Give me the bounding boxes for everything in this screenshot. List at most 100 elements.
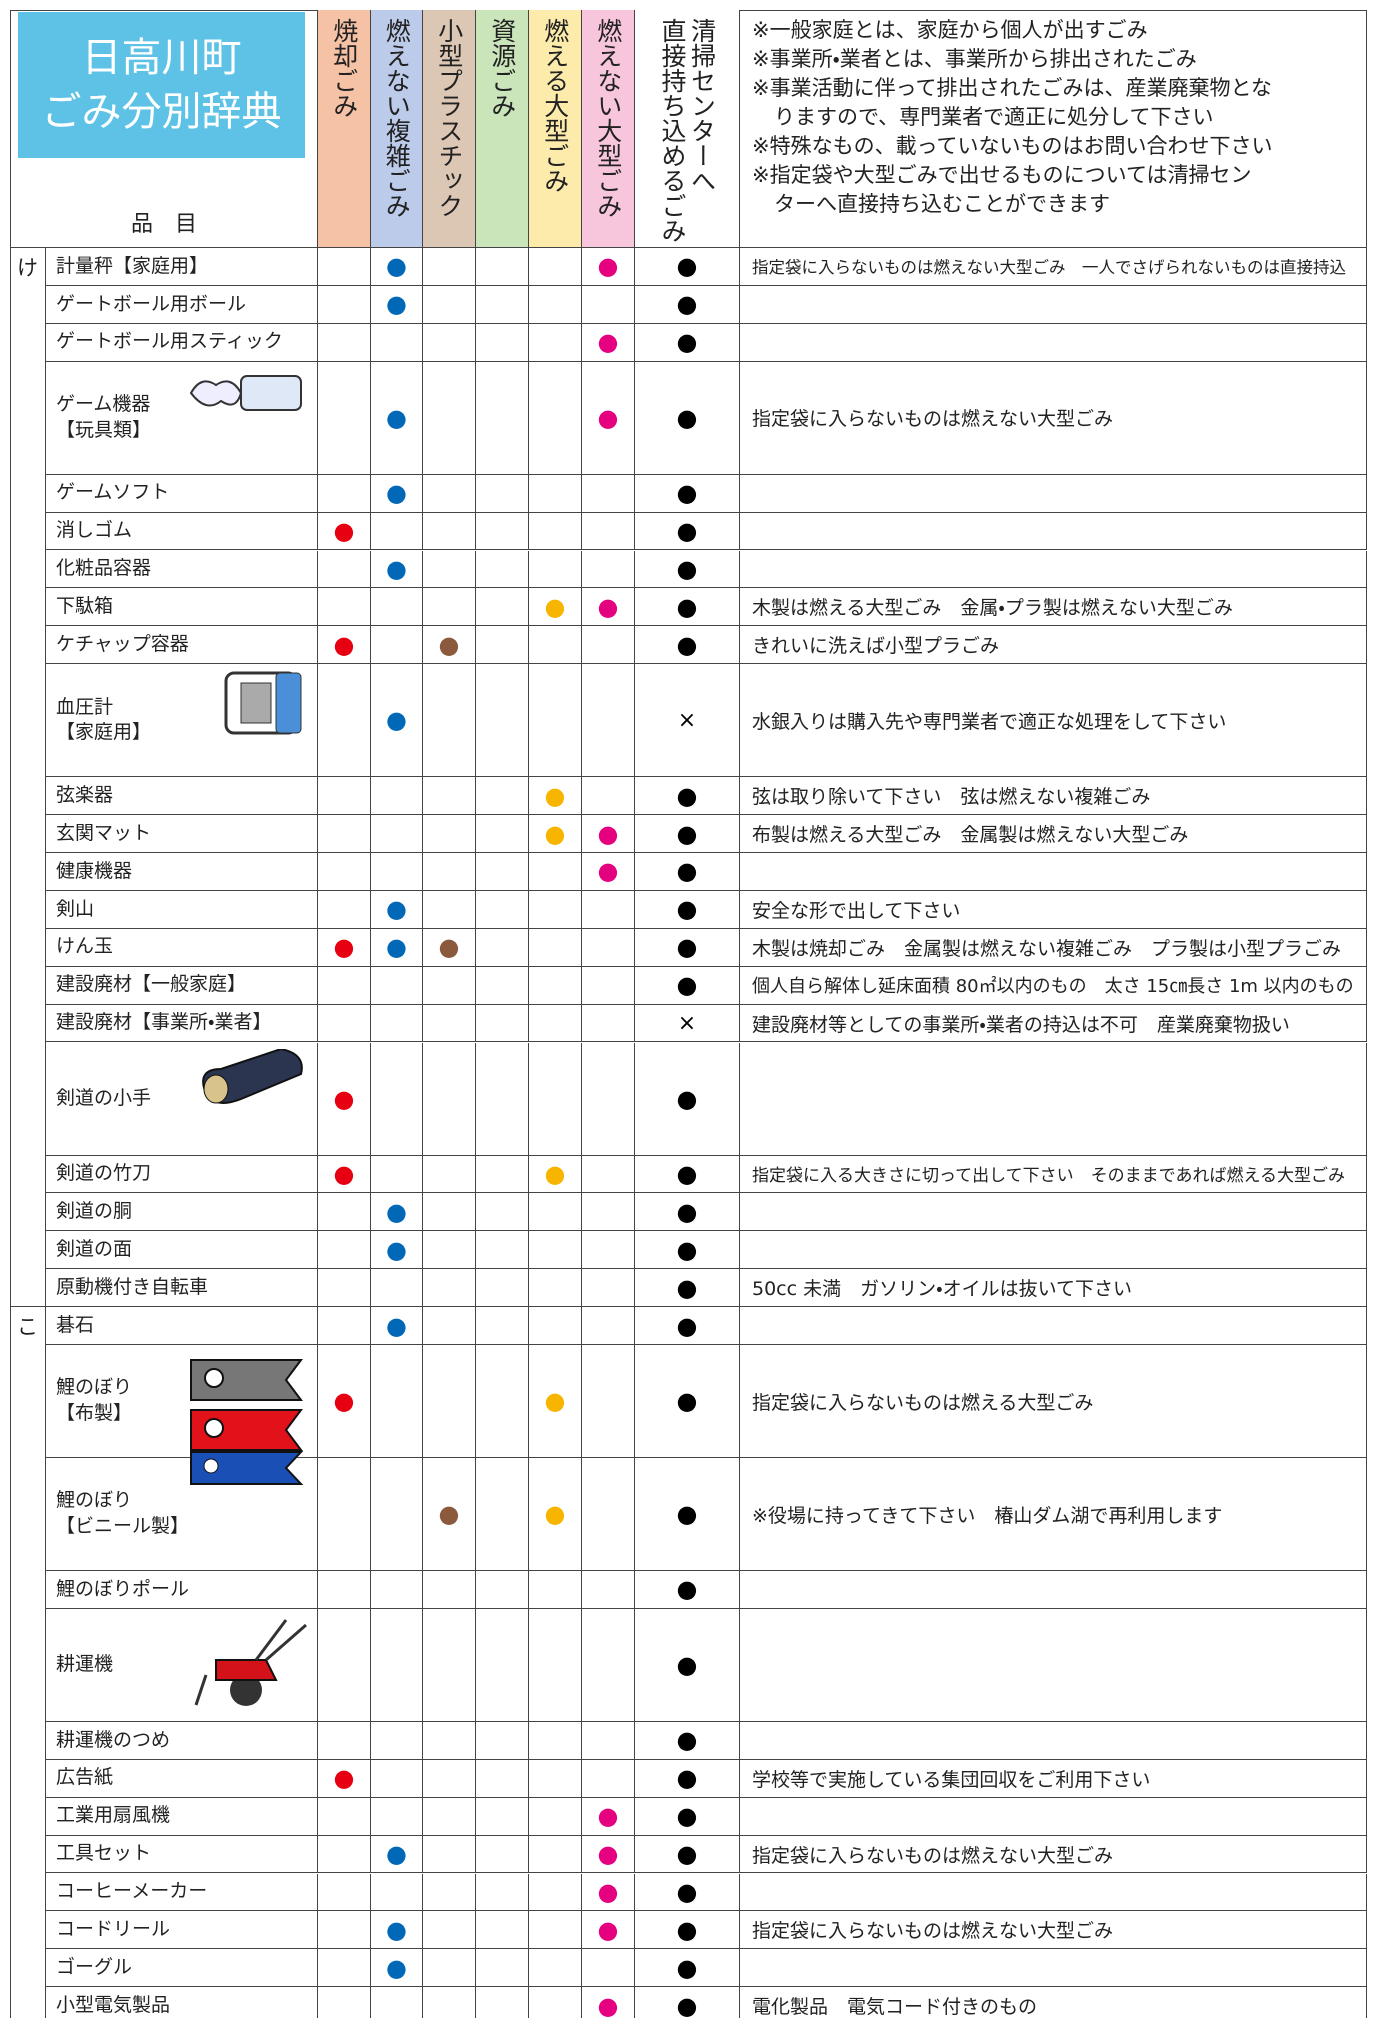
- mark-cell: [476, 1949, 529, 1988]
- mark-cell: ●: [318, 928, 371, 967]
- item-cell: 建設廃材【一般家庭】: [46, 966, 318, 1005]
- mark-cell: ●: [582, 248, 635, 286]
- mark-cell: [476, 1987, 529, 2018]
- mark-cell: [529, 1873, 582, 1912]
- mark-cell: ●: [635, 626, 740, 665]
- mark: ×: [677, 1010, 697, 1036]
- mark: ●: [386, 706, 407, 735]
- mark: ●: [544, 781, 566, 810]
- mark-cell: ●: [635, 1042, 740, 1156]
- item-name: 【布製】: [56, 1402, 133, 1424]
- item-name: 消しゴム: [56, 519, 133, 542]
- remark: 木製は燃える大型ごみ 金属・プラ製は燃えない大型ごみ: [752, 597, 1233, 620]
- mark-cell: ●: [635, 853, 740, 891]
- remark-cell: 指定袋に入らないものは燃える大型ごみ: [740, 1345, 1367, 1458]
- mark: ●: [676, 1159, 698, 1188]
- remark-cell: 木製は焼却ごみ 金属製は燃えない複雑ごみ プラ製は小型プラごみ: [740, 928, 1367, 967]
- item-name: 広告紙: [56, 1766, 114, 1789]
- remark-cell: [740, 1307, 1367, 1345]
- item-cell: 鯉のぼり 【布製】: [46, 1345, 318, 1458]
- remark-cell: 電化製品 電気コード付きのもの: [740, 1987, 1367, 2018]
- mark-cell: ×: [635, 1004, 740, 1043]
- column-label: 燃えない大型ごみ: [593, 18, 623, 218]
- mark-cell: ●: [318, 1155, 371, 1194]
- mark: ●: [386, 1311, 407, 1340]
- mark-cell: [582, 928, 635, 967]
- remark: 布製は燃える大型ごみ 金属製は燃えない大型ごみ: [752, 824, 1189, 847]
- mark-cell: [476, 1797, 529, 1836]
- mark-cell: [582, 1721, 635, 1760]
- mark: ●: [386, 1915, 407, 1944]
- mark: ●: [676, 1387, 698, 1415]
- mark-cell: [371, 1873, 423, 1912]
- remark: 建設廃材等としての事業所・業者の持込は不可 産業廃棄物扱い: [752, 1013, 1290, 1036]
- mark: ●: [676, 1273, 698, 1302]
- mark-cell: [318, 815, 371, 853]
- item-cell: 剣道の胴: [46, 1193, 318, 1232]
- mark: ●: [676, 630, 698, 659]
- item-name: ゴーグル: [56, 1955, 133, 1978]
- remark-cell: [740, 1797, 1367, 1836]
- mark-cell: [423, 1004, 476, 1043]
- item-cell: 玄関マット: [46, 815, 318, 853]
- illustration: [190, 1451, 304, 1485]
- mark-cell: [318, 1231, 371, 1270]
- item-name: 【家庭用】: [56, 721, 152, 744]
- mark-cell: [582, 966, 635, 1005]
- mark-cell: [476, 928, 529, 967]
- mark: ●: [386, 290, 407, 319]
- mark-cell: [529, 1949, 582, 1988]
- remark: 弦は取り除いて下さい 弦は燃えない複雑ごみ: [752, 786, 1151, 809]
- mark-cell: [529, 512, 582, 551]
- mark: ●: [386, 403, 407, 432]
- remark-cell: [740, 474, 1367, 513]
- remark-cell: [740, 1193, 1367, 1232]
- item-cell: 剣道の面: [46, 1231, 318, 1270]
- item-name: ゲーム機器: [56, 393, 151, 416]
- item-header: 品 目: [130, 212, 197, 237]
- item-name: 碁石: [56, 1313, 95, 1336]
- item-name: けん玉: [56, 935, 114, 958]
- column-header: 燃える大型ごみ: [529, 10, 582, 248]
- mark: ●: [676, 895, 698, 924]
- header-cell: [10, 10, 318, 248]
- mark: ●: [676, 1915, 698, 1944]
- mark-cell: [423, 474, 476, 513]
- item-cell: ゴーグル: [46, 1949, 318, 1988]
- mark-cell: ●: [635, 323, 740, 362]
- mark-cell: [582, 890, 635, 929]
- item-cell: 耕運機のつめ: [46, 1721, 318, 1760]
- remark-cell: [740, 1873, 1367, 1912]
- mark-cell: [318, 1797, 371, 1836]
- mark-cell: [529, 890, 582, 929]
- remark-cell: [740, 1949, 1367, 1988]
- mark-cell: [476, 815, 529, 853]
- item-cell: 広告紙: [46, 1759, 318, 1798]
- column-label: 直接持ち込めるごみ: [658, 18, 687, 243]
- illustration: [189, 375, 302, 412]
- mark-cell: ●: [635, 1155, 740, 1194]
- column-header: 燃えない複雑ごみ: [371, 10, 423, 248]
- item-cell: 血圧計 【家庭用】: [46, 664, 318, 778]
- item-cell: 健康機器: [46, 853, 318, 891]
- mark-cell: ●: [635, 777, 740, 816]
- mark-cell: [529, 1797, 582, 1836]
- mark-cell: [318, 248, 371, 286]
- mark-cell: [423, 361, 476, 475]
- mark: ●: [386, 1840, 407, 1869]
- remark: 指定袋に入らないものは燃えない大型ごみ: [752, 408, 1114, 431]
- mark: ●: [386, 1235, 407, 1264]
- kana-cell: こ: [10, 1307, 46, 2018]
- mark-cell: [371, 1155, 423, 1194]
- item-cell: 工業用扇風機: [46, 1797, 318, 1836]
- item-cell: ケチャップ容器: [46, 626, 318, 665]
- item-name: 工具セット: [56, 1842, 152, 1865]
- note-line: ターへ直接持ち込むことができます: [774, 191, 1110, 216]
- mark-cell: [476, 1835, 529, 1874]
- mark: ●: [386, 252, 407, 281]
- remark: 学校等で実施している集団回収をご利用下さい: [752, 1768, 1151, 1791]
- mark-cell: ●: [635, 1458, 740, 1571]
- item-name: コーヒーメーカー: [56, 1880, 208, 1903]
- column-header: 清掃センターへ 直接持ち込めるごみ: [635, 10, 740, 248]
- item-name: 剣道の胴: [56, 1200, 133, 1223]
